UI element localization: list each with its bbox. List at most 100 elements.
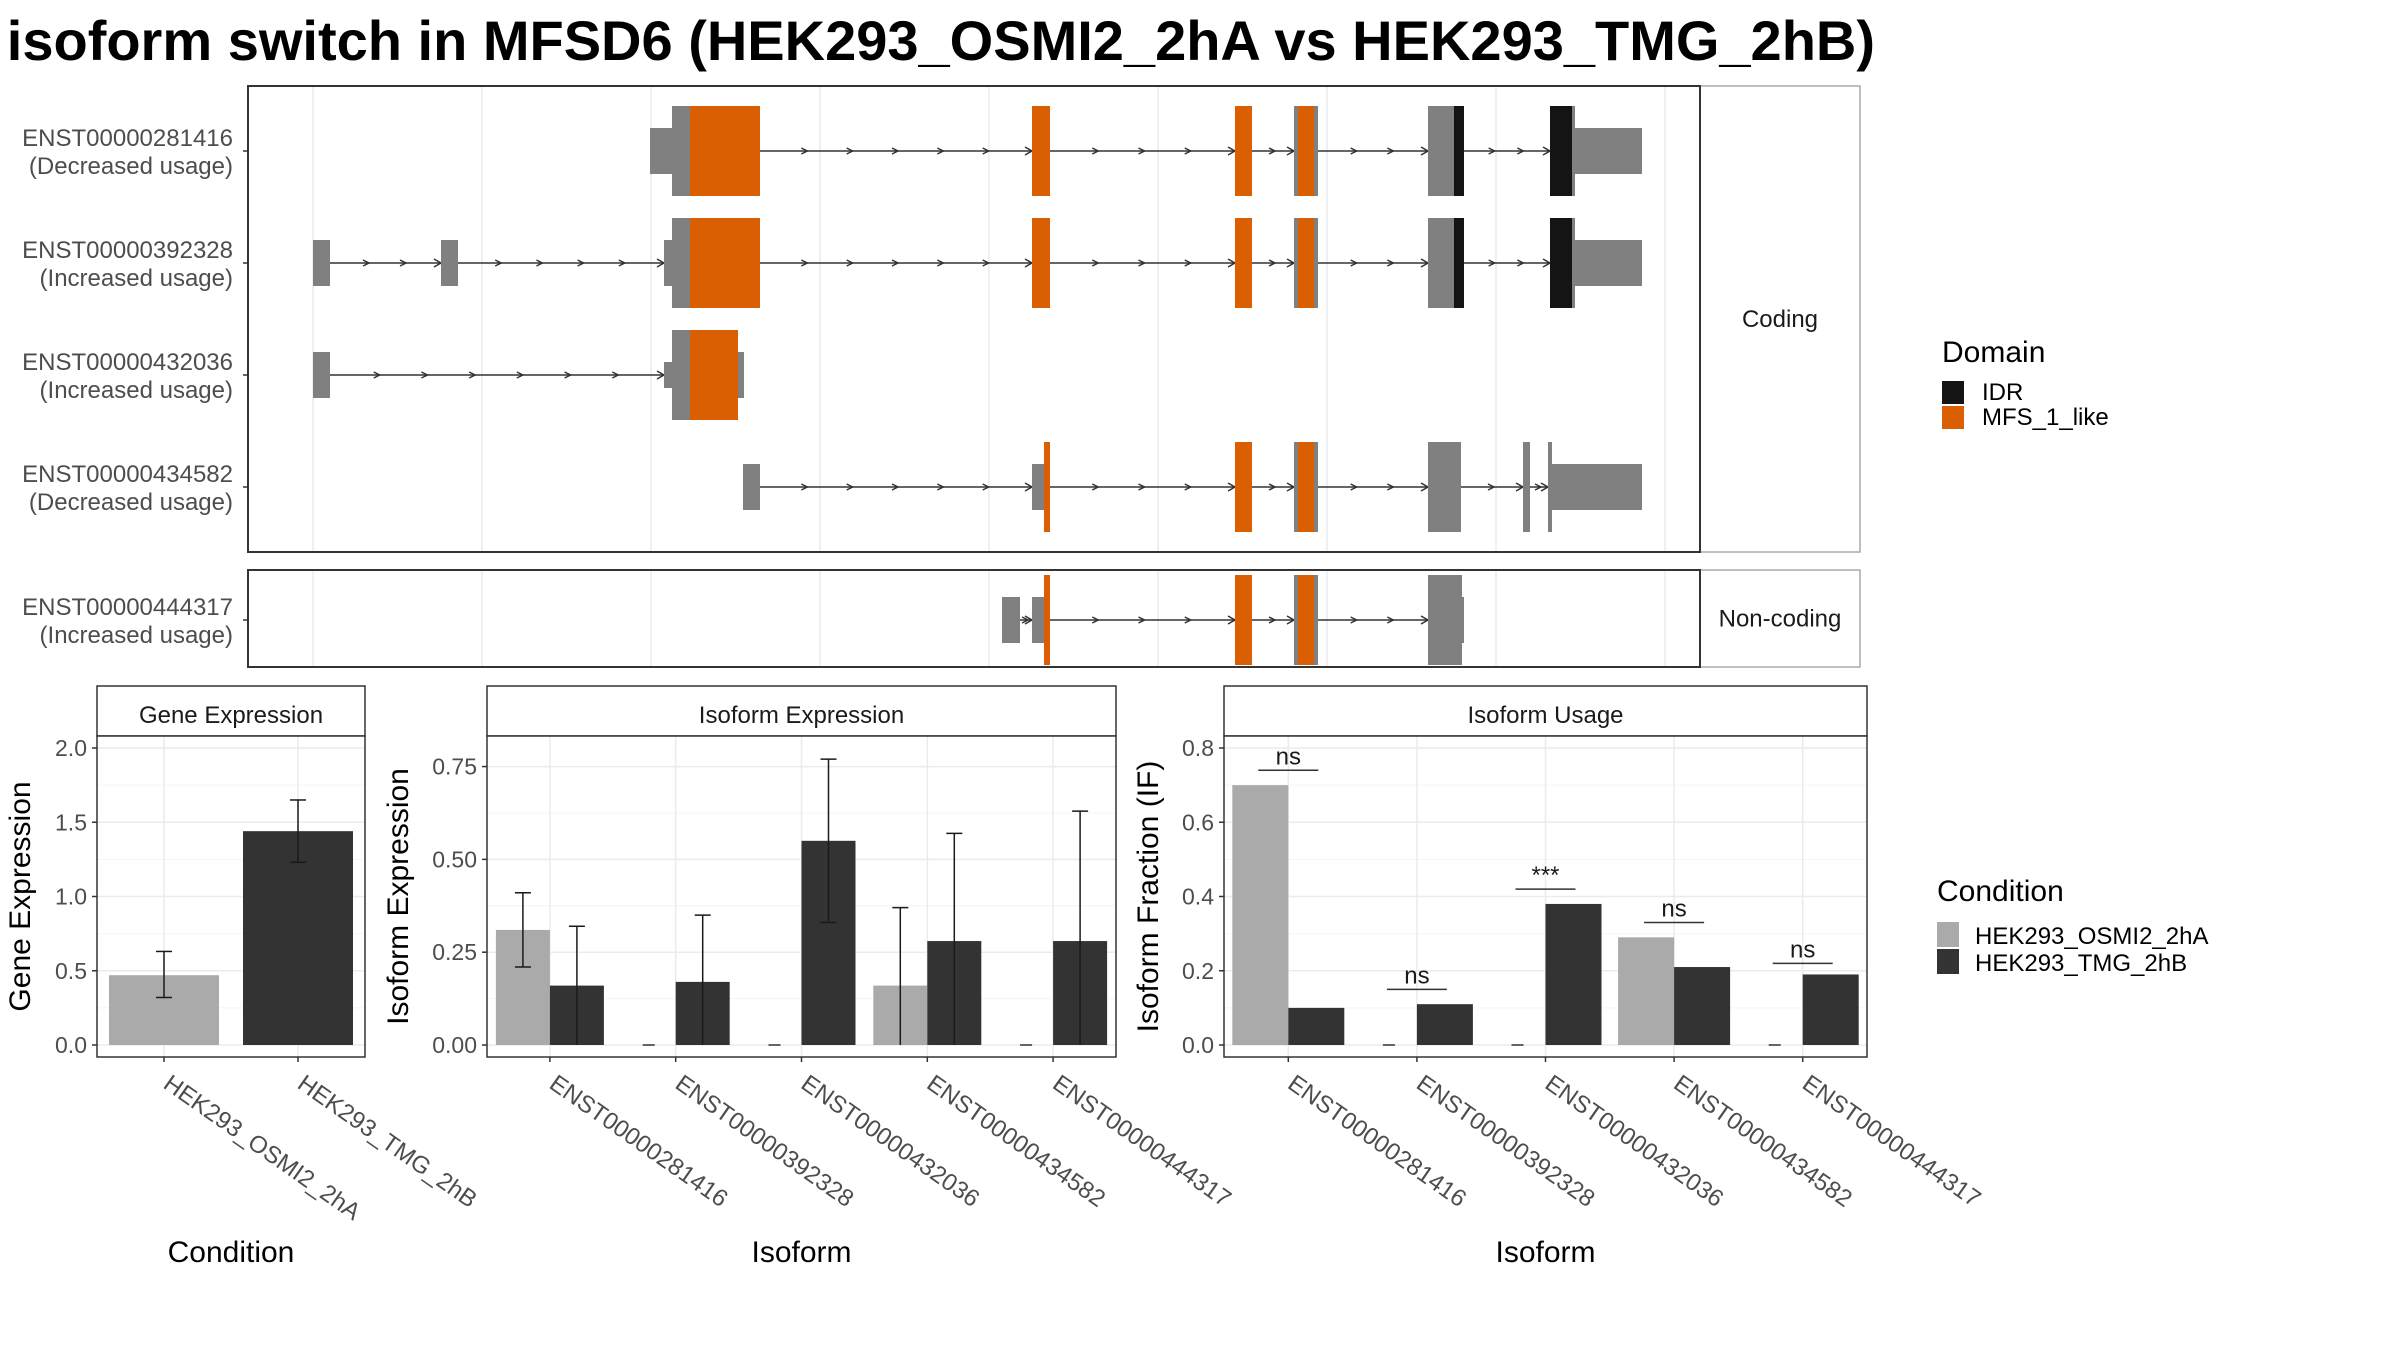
intron-arrow	[1350, 616, 1359, 624]
intron-arrow	[982, 259, 991, 267]
transcript-label: ENST00000281416 (Decreased usage)	[22, 125, 233, 180]
transcript-usage: (Increased usage)	[40, 265, 233, 292]
intron-arrow	[846, 147, 855, 155]
domain-idr-block	[1550, 106, 1572, 196]
intron-arrow	[1268, 616, 1277, 624]
condition-legend-title: Condition	[1937, 875, 2064, 908]
facet-strip	[1700, 86, 1860, 552]
exon-block	[1032, 464, 1044, 510]
bar	[1674, 967, 1731, 1045]
condition-legend-key	[1937, 949, 1959, 974]
panel-title: Isoform Usage	[1467, 702, 1623, 729]
intron-arrow	[1091, 483, 1100, 491]
y-tick-label: 0.0	[1182, 1032, 1214, 1058]
domain-legend-key	[1942, 381, 1964, 404]
facet-strip	[1700, 570, 1860, 667]
x-axis-title: Condition	[168, 1236, 295, 1269]
exon-block	[313, 240, 330, 286]
domain-mfs-block	[1235, 218, 1252, 308]
intron-arrow	[1487, 483, 1496, 491]
intron-arrow	[421, 371, 430, 379]
structure-panel-border	[247, 569, 1701, 668]
intron-arrow	[1091, 259, 1100, 267]
condition-legend-label: HEK293_TMG_2hB	[1975, 950, 2187, 977]
transcript-id: ENST00000281416	[22, 125, 233, 152]
domain-mfs-block	[1032, 218, 1050, 308]
exon-block	[672, 106, 690, 196]
exon-block	[1572, 218, 1575, 308]
exon-block	[1552, 464, 1642, 510]
exon-block	[1428, 218, 1454, 308]
intron-arrow	[936, 147, 946, 155]
structure-panel-bg	[248, 86, 1700, 552]
transcript-id: ENST00000434582	[22, 461, 233, 488]
exon-block	[664, 240, 672, 286]
intron-arrow	[1516, 259, 1526, 267]
domain-mfs-block	[1235, 442, 1252, 532]
exon-block	[1523, 442, 1530, 532]
intron-arrow	[1534, 483, 1543, 491]
domain-mfs-block	[1298, 218, 1314, 308]
y-tick-label: 2.0	[55, 735, 87, 761]
intron-arrow	[611, 371, 620, 379]
structure-panel-border	[247, 85, 1701, 553]
transcript-label: ENST00000432036 (Increased usage)	[22, 349, 233, 404]
x-axis-title: Isoform	[751, 1236, 851, 1269]
domain-mfs-block	[1298, 442, 1314, 532]
intron-arrow	[846, 259, 855, 267]
intron-arrow	[1184, 259, 1193, 267]
exon-block	[672, 218, 690, 308]
exon-block	[1294, 106, 1298, 196]
y-tick-label: 0.25	[432, 939, 477, 965]
panel-strip	[97, 686, 365, 736]
bar	[1416, 1004, 1473, 1045]
exon-block	[441, 240, 458, 286]
intron-arrow	[1091, 147, 1100, 155]
intron-arrow	[468, 371, 477, 379]
exon-block	[1032, 597, 1044, 643]
exon-block	[1428, 575, 1462, 665]
exon-block	[1294, 218, 1298, 308]
intron-arrow	[1268, 259, 1277, 267]
exon-block	[1294, 442, 1298, 532]
y-axis-title: Gene Expression	[4, 781, 37, 1011]
panel-strip	[487, 686, 1116, 736]
condition-legend-key	[1937, 922, 1959, 947]
domain-mfs-block	[690, 218, 760, 308]
intron-arrow	[982, 483, 991, 491]
y-tick-label: 0.4	[1182, 884, 1214, 910]
intron-arrow	[618, 259, 627, 267]
intron-arrow	[936, 259, 946, 267]
transcript-id: ENST00000432036	[22, 349, 233, 376]
domain-legend-label: IDR	[1982, 379, 2023, 406]
intron-arrow	[1268, 483, 1277, 491]
exon-block	[1462, 597, 1464, 643]
bar	[1232, 785, 1289, 1045]
exon-block	[738, 352, 744, 398]
domain-mfs-block	[1235, 575, 1252, 665]
intron-arrow	[564, 371, 573, 379]
y-tick-label: 0.5	[55, 958, 87, 984]
exon-block	[1548, 442, 1552, 532]
intron-arrow	[536, 259, 545, 267]
intron-arrow	[373, 371, 382, 379]
y-tick-label: 0.00	[432, 1032, 477, 1058]
transcript-id: ENST00000444317	[22, 594, 233, 621]
exon-block	[1002, 597, 1020, 643]
x-axis-title: Isoform	[1495, 1236, 1595, 1269]
exon-block	[1294, 575, 1298, 665]
intron-arrow	[362, 259, 371, 267]
intron-arrow	[1138, 616, 1147, 624]
intron-arrow	[1268, 147, 1277, 155]
domain-mfs-block	[1298, 575, 1314, 665]
transcript-usage: (Decreased usage)	[29, 153, 233, 180]
intron-arrow	[516, 371, 525, 379]
transcript-usage: (Increased usage)	[40, 622, 233, 649]
domain-legend-title: Domain	[1942, 336, 2045, 369]
domain-idr-block	[1454, 218, 1464, 308]
intron-arrow	[1138, 147, 1147, 155]
transcript-label: ENST00000392328 (Increased usage)	[22, 237, 233, 292]
transcript-usage: (Decreased usage)	[29, 489, 233, 516]
domain-mfs-block	[690, 106, 760, 196]
